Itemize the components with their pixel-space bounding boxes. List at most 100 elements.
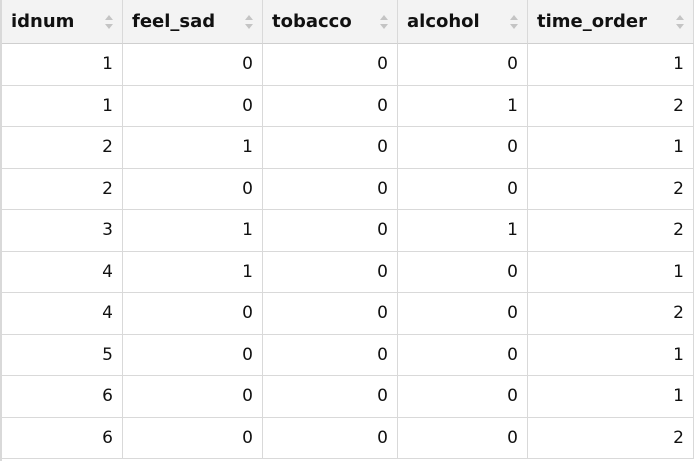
table-cell: 0 [263,251,398,293]
table-cell: 0 [398,251,528,293]
table-cell-text: 0 [507,178,518,199]
table-cell: 0 [263,44,398,86]
column-header-text: idnum [11,11,75,32]
table-cell: 3 [2,210,123,252]
sort-icon[interactable] [675,13,685,31]
sort-icon[interactable] [379,13,389,31]
table-cell: 1 [398,210,528,252]
table-cell: 2 [528,168,694,210]
table-cell-text: 0 [242,344,253,365]
table-cell: 0 [263,85,398,127]
table-cell-text: 1 [507,220,518,241]
column-header-text: feel_sad [132,11,216,32]
table-cell-text: 6 [102,427,113,448]
left-border [0,0,2,461]
table-cell-text: 0 [242,178,253,199]
table-cell-text: 1 [673,54,684,75]
sort-arrow [245,14,253,20]
table-cell-text: 0 [377,261,388,282]
column-header-text: time_order [537,11,647,32]
table-cell: 1 [528,251,694,293]
column-header[interactable]: feel_sad [123,0,263,44]
table-cell: 2 [528,210,694,252]
table-cell-text: 1 [673,261,684,282]
table-cell: 2 [2,127,123,169]
table-cell: 6 [2,376,123,418]
table-cell: 6 [2,417,123,459]
table-cell-text: 4 [102,303,113,324]
table-cell-text: 0 [507,54,518,75]
table-cell: 0 [123,168,263,210]
table-cell-text: 0 [377,54,388,75]
sort-arrow [380,23,388,29]
table-cell-text: 1 [102,95,113,116]
column-header-text: tobacco [272,11,352,32]
table-cell: 0 [123,44,263,86]
table-cell-text: 1 [242,220,253,241]
table-cell: 4 [2,293,123,335]
table-cell: 2 [528,417,694,459]
table-cell-text: 1 [673,137,684,158]
table-cell-text: 1 [242,261,253,282]
sort-arrow [105,23,113,29]
column-header[interactable]: tobacco [263,0,398,44]
table-cell: 0 [398,44,528,86]
table-cell: 0 [398,293,528,335]
table-cell-text: 2 [673,95,684,116]
table-cell: 0 [123,376,263,418]
sort-arrow [245,23,253,29]
table-cell-text: 2 [102,137,113,158]
sort-icon[interactable] [509,13,519,31]
sort-icon[interactable] [104,13,114,31]
table-cell-text: 1 [673,386,684,407]
sort-arrow [105,14,113,20]
table-cell-text: 2 [673,303,684,324]
table-cell-text: 0 [507,303,518,324]
table-cell: 2 [2,168,123,210]
table-cell-text: 0 [507,344,518,365]
table-cell: 2 [528,85,694,127]
table-cell-text: 1 [507,95,518,116]
table-cell: 1 [528,376,694,418]
table-cell: 1 [123,210,263,252]
table-cell-text: 0 [507,386,518,407]
sort-arrow [676,23,684,29]
table-cell-text: 1 [102,54,113,75]
table-cell-text: 0 [507,427,518,448]
column-header[interactable]: idnum [2,0,123,44]
table-cell: 0 [398,334,528,376]
table-cell: 1 [2,44,123,86]
table-cell: 0 [263,168,398,210]
table-cell: 1 [398,85,528,127]
table-cell: 0 [398,376,528,418]
sort-icon[interactable] [244,13,254,31]
table-cell: 1 [2,85,123,127]
table-cell: 1 [123,127,263,169]
table-cell: 0 [263,417,398,459]
sort-arrow [676,14,684,20]
table-cell-text: 1 [242,137,253,158]
table-cell: 0 [263,293,398,335]
table-cell: 0 [263,127,398,169]
table-cell-text: 2 [673,220,684,241]
table-cell: 0 [398,417,528,459]
table-cell-text: 0 [507,137,518,158]
table-cell: 2 [528,293,694,335]
table-cell: 0 [263,334,398,376]
table-cell: 0 [398,127,528,169]
sort-arrow [510,14,518,20]
table-cell: 1 [528,127,694,169]
table-cell-text: 0 [242,427,253,448]
table-cell: 0 [123,334,263,376]
column-header-text: alcohol [407,11,480,32]
table-cell-text: 3 [102,220,113,241]
column-header[interactable]: alcohol [398,0,528,44]
column-header[interactable]: time_order [528,0,694,44]
table-cell-text: 6 [102,386,113,407]
table-cell-text: 0 [377,178,388,199]
table-cell-text: 4 [102,261,113,282]
table-cell-text: 0 [377,303,388,324]
table-cell: 1 [528,44,694,86]
